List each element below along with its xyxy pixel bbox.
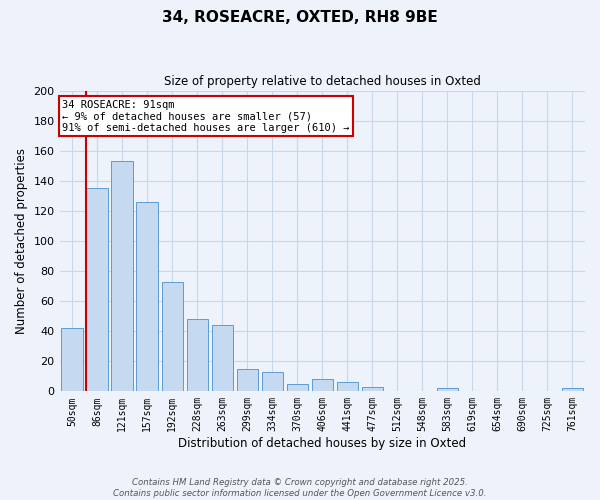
- Bar: [187, 319, 208, 392]
- Bar: [337, 382, 358, 392]
- Bar: [61, 328, 83, 392]
- Bar: [362, 387, 383, 392]
- Bar: [287, 384, 308, 392]
- Bar: [236, 369, 258, 392]
- Bar: [562, 388, 583, 392]
- Text: 34 ROSEACRE: 91sqm
← 9% of detached houses are smaller (57)
91% of semi-detached: 34 ROSEACRE: 91sqm ← 9% of detached hous…: [62, 100, 350, 133]
- Bar: [212, 325, 233, 392]
- Bar: [136, 202, 158, 392]
- Bar: [161, 282, 183, 392]
- Text: Contains HM Land Registry data © Crown copyright and database right 2025.
Contai: Contains HM Land Registry data © Crown c…: [113, 478, 487, 498]
- Bar: [262, 372, 283, 392]
- Bar: [86, 188, 108, 392]
- Text: 34, ROSEACRE, OXTED, RH8 9BE: 34, ROSEACRE, OXTED, RH8 9BE: [162, 10, 438, 25]
- Bar: [112, 161, 133, 392]
- Y-axis label: Number of detached properties: Number of detached properties: [15, 148, 28, 334]
- Title: Size of property relative to detached houses in Oxted: Size of property relative to detached ho…: [164, 75, 481, 88]
- X-axis label: Distribution of detached houses by size in Oxted: Distribution of detached houses by size …: [178, 437, 466, 450]
- Bar: [437, 388, 458, 392]
- Bar: [311, 380, 333, 392]
